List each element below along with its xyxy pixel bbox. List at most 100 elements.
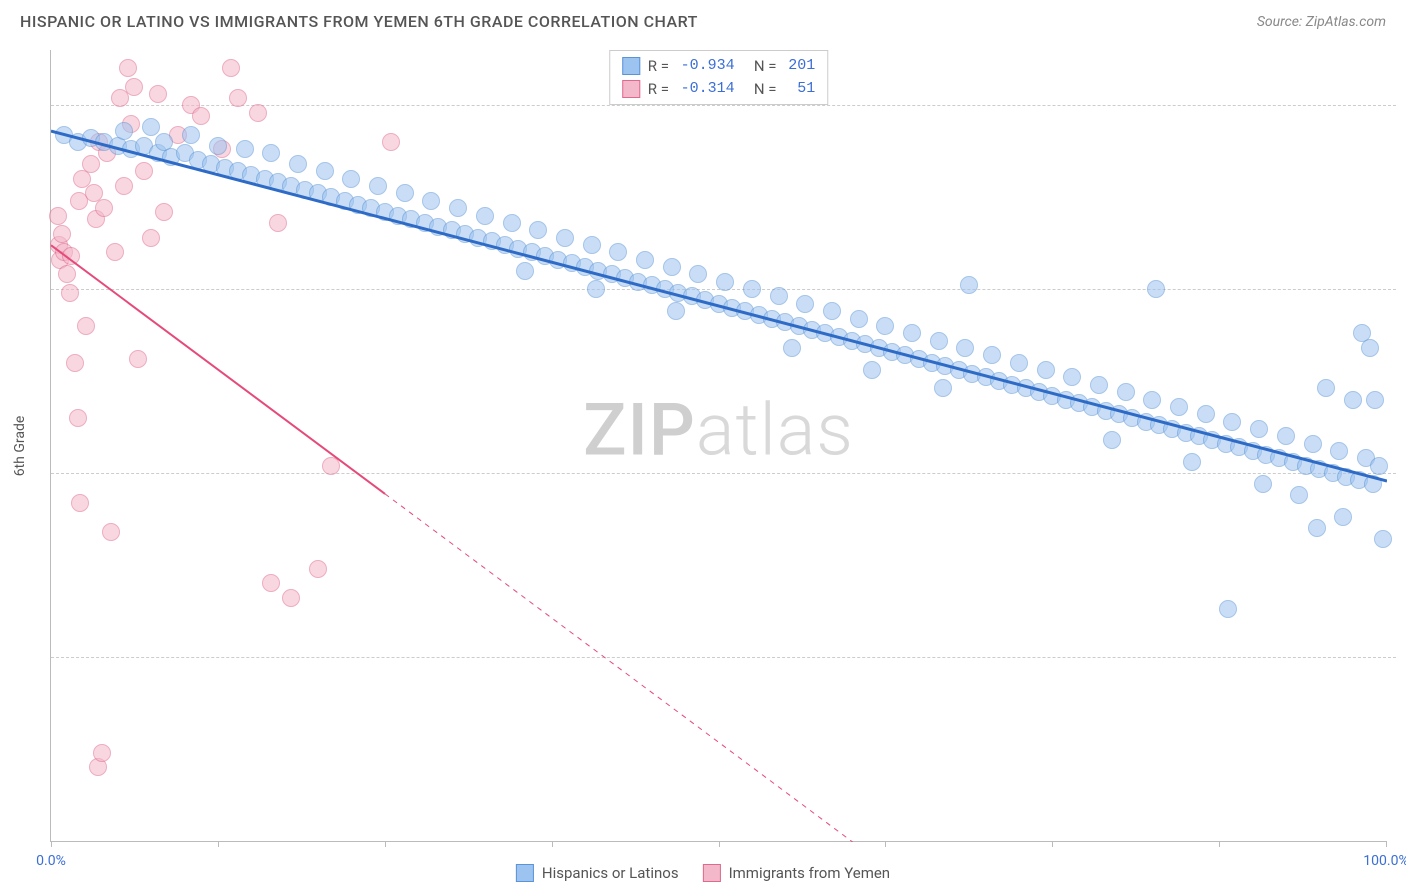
scatter-point (1170, 398, 1188, 416)
x-tick (1219, 841, 1220, 847)
scatter-point (1183, 453, 1201, 471)
scatter-point (1330, 442, 1348, 460)
scatter-point (149, 85, 167, 103)
bottom-legend: Hispanics or Latinos Immigrants from Yeme… (516, 864, 890, 882)
scatter-point (1219, 600, 1237, 618)
scatter-point (69, 409, 87, 427)
x-tick (552, 841, 553, 847)
scatter-point (960, 276, 978, 294)
scatter-point (770, 287, 788, 305)
stats-box: R = -0.934 N = 201R = -0.314 N = 51 (609, 50, 829, 105)
scatter-point (1361, 339, 1379, 357)
watermark-light: atlas (696, 387, 854, 472)
scatter-point (62, 247, 80, 265)
gridline (51, 473, 1396, 474)
stat-r-value: -0.934 (681, 55, 735, 78)
scatter-point (930, 332, 948, 350)
scatter-point (316, 162, 334, 180)
scatter-point (309, 560, 327, 578)
legend-swatch (622, 80, 640, 98)
scatter-point (1308, 519, 1326, 537)
scatter-point (236, 140, 254, 158)
scatter-point (1250, 420, 1268, 438)
stat-r-value: -0.314 (681, 78, 735, 101)
scatter-point (934, 379, 952, 397)
scatter-point (61, 284, 79, 302)
scatter-point (142, 229, 160, 247)
scatter-point (1147, 280, 1165, 298)
scatter-point (229, 89, 247, 107)
scatter-point (716, 273, 734, 291)
scatter-point (850, 310, 868, 328)
scatter-point (1117, 383, 1135, 401)
scatter-point (1223, 413, 1241, 431)
scatter-point (262, 144, 280, 162)
legend-label: Immigrants from Yemen (729, 864, 891, 882)
legend-label: Hispanics or Latinos (542, 864, 679, 882)
scatter-point (529, 221, 547, 239)
scatter-point (322, 457, 340, 475)
scatter-point (1063, 368, 1081, 386)
scatter-point (1317, 379, 1335, 397)
stats-row: R = -0.934 N = 201 (622, 55, 816, 78)
watermark: ZIPatlas (583, 387, 854, 472)
scatter-point (115, 177, 133, 195)
scatter-point (115, 122, 133, 140)
stat-n-label: N = (743, 55, 781, 78)
scatter-point (1370, 457, 1388, 475)
stats-row: R = -0.314 N = 51 (622, 78, 816, 101)
trend-line-dashed (385, 494, 853, 842)
legend-swatch (703, 864, 721, 882)
scatter-point (49, 207, 67, 225)
x-tick (51, 841, 52, 847)
scatter-point (95, 199, 113, 217)
scatter-point (1197, 405, 1215, 423)
scatter-point (449, 199, 467, 217)
stat-n-value: 201 (788, 55, 815, 78)
chart-title: HISPANIC OR LATINO VS IMMIGRANTS FROM YE… (20, 12, 698, 31)
scatter-point (125, 78, 143, 96)
scatter-point (1103, 431, 1121, 449)
x-tick (719, 841, 720, 847)
scatter-point (956, 339, 974, 357)
scatter-point (1143, 391, 1161, 409)
scatter-point (369, 177, 387, 195)
scatter-point (1277, 427, 1295, 445)
x-tick (385, 841, 386, 847)
scatter-point (119, 59, 137, 77)
chart-header: HISPANIC OR LATINO VS IMMIGRANTS FROM YE… (0, 0, 1406, 39)
scatter-point (129, 350, 147, 368)
scatter-point (1010, 354, 1028, 372)
scatter-point (983, 346, 1001, 364)
scatter-point (58, 265, 76, 283)
scatter-point (142, 118, 160, 136)
x-tick (1052, 841, 1053, 847)
x-tick (1386, 841, 1387, 847)
scatter-point (587, 280, 605, 298)
y-axis-label: 6th Grade (12, 416, 28, 477)
scatter-point (743, 280, 761, 298)
stat-r-label: R = (648, 55, 673, 78)
scatter-point (66, 354, 84, 372)
scatter-point (663, 258, 681, 276)
scatter-point (503, 214, 521, 232)
scatter-point (556, 229, 574, 247)
scatter-point (53, 225, 71, 243)
scatter-point (342, 170, 360, 188)
scatter-point (823, 302, 841, 320)
scatter-point (516, 262, 534, 280)
scatter-point (667, 302, 685, 320)
legend-item: Hispanics or Latinos (516, 864, 679, 882)
scatter-point (1374, 530, 1392, 548)
scatter-point (783, 339, 801, 357)
scatter-point (863, 361, 881, 379)
scatter-point (422, 192, 440, 210)
scatter-point (93, 744, 111, 762)
scatter-point (71, 494, 89, 512)
scatter-point (1290, 486, 1308, 504)
scatter-point (903, 324, 921, 342)
scatter-point (689, 265, 707, 283)
scatter-point (77, 317, 95, 335)
source-label: Source: ZipAtlas.com (1257, 14, 1386, 30)
legend-swatch (516, 864, 534, 882)
